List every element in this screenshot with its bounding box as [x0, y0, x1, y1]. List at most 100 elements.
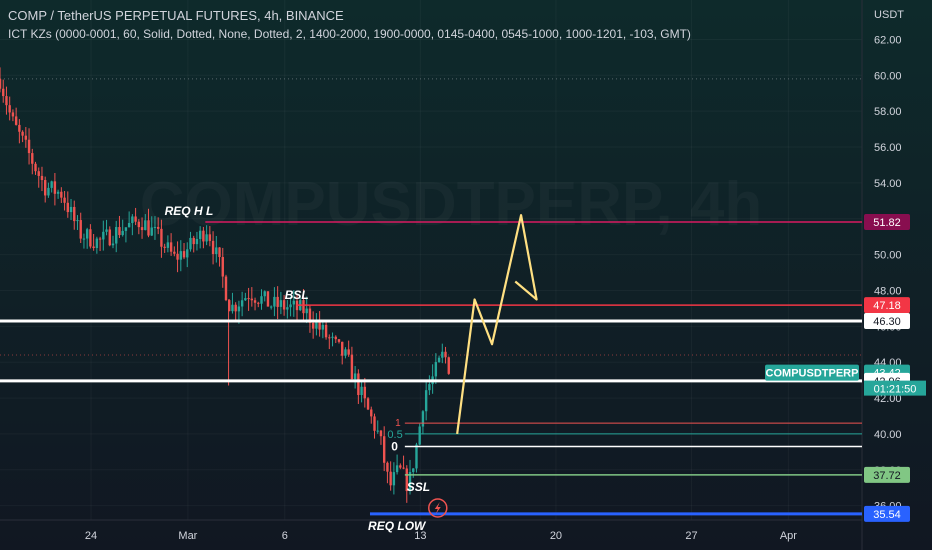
y-tick-label: 50.00	[874, 250, 902, 262]
candle-body	[250, 298, 254, 301]
candle-body	[324, 324, 328, 338]
candle-body	[31, 153, 34, 164]
price-tag-label: 51.82	[873, 217, 901, 229]
candle-body	[437, 357, 441, 363]
indicator-legend[interactable]: ICT KZs (0000-0001, 60, Solid, Dotted, N…	[8, 27, 691, 41]
candle-body	[444, 351, 447, 358]
candle-body	[37, 171, 40, 176]
candle-body	[124, 227, 128, 231]
candle-body	[5, 96, 8, 106]
chart-title: COMP / TetherUS PERPETUAL FUTURES, 4h, B…	[8, 8, 344, 23]
candle-body	[347, 349, 350, 355]
bolt-icon	[428, 498, 448, 518]
candle-body	[286, 307, 289, 310]
candle-body	[408, 471, 412, 492]
label-fib-1: 1	[395, 418, 401, 429]
candle-body	[305, 308, 308, 314]
candle-body	[98, 238, 102, 240]
candle-body	[47, 187, 50, 196]
candle-body	[14, 116, 18, 125]
candle-body	[92, 246, 95, 249]
candle-body	[115, 227, 118, 244]
candle-body	[350, 354, 354, 380]
candle-body	[308, 308, 312, 323]
candle-body	[415, 444, 418, 469]
price-tag-label: 37.72	[873, 470, 901, 482]
candle-body	[292, 300, 295, 305]
candle-body	[189, 237, 192, 250]
candle-body	[279, 300, 283, 307]
candle-body	[198, 230, 202, 239]
candle-body	[318, 321, 321, 330]
candle-body	[315, 321, 318, 329]
candle-body	[402, 467, 405, 469]
price-tag	[864, 312, 910, 329]
bolt-icon-glyph	[434, 502, 441, 514]
candle-body	[2, 88, 5, 97]
candle-body	[247, 298, 250, 300]
candle-body	[195, 238, 199, 245]
candle-body	[105, 229, 108, 232]
candle-body	[169, 242, 173, 252]
candle-body	[137, 221, 141, 228]
candle-body	[376, 430, 379, 432]
candle-body	[150, 227, 153, 236]
candle-body	[273, 296, 276, 307]
candle-body	[386, 462, 389, 472]
candle-body	[11, 112, 15, 117]
candle-body	[260, 296, 263, 304]
candle-body	[108, 229, 111, 246]
candle-body	[27, 139, 31, 154]
candle-body	[40, 175, 44, 181]
candle-body	[337, 339, 341, 342]
candle-body	[434, 362, 438, 377]
candle-body	[208, 234, 212, 241]
candle-body	[8, 105, 11, 113]
candle-body	[321, 324, 325, 330]
candle-body	[360, 386, 363, 396]
candle-body	[140, 227, 144, 231]
candle-body	[373, 416, 376, 431]
candle-body	[269, 306, 273, 308]
candle-body	[389, 471, 392, 486]
candle-body	[282, 300, 286, 310]
candle-body	[24, 135, 28, 140]
candle-body	[211, 240, 215, 255]
x-tick-label: 6	[282, 530, 288, 542]
candle-body	[182, 251, 186, 258]
candle-body	[60, 191, 63, 198]
currency-label[interactable]: USDT	[874, 9, 904, 21]
price-tag	[864, 213, 910, 230]
candle-body	[186, 249, 189, 258]
candle-body	[21, 131, 24, 136]
y-tick-label: 54.00	[874, 178, 902, 190]
x-tick-label: 20	[550, 530, 562, 542]
candle-body	[289, 304, 292, 308]
candle-body	[366, 398, 370, 410]
candle-body	[63, 197, 66, 203]
candle-body	[43, 180, 47, 196]
price-tag	[864, 297, 910, 314]
candle-body	[85, 229, 89, 239]
candle-body	[111, 243, 115, 246]
candle-body	[179, 251, 182, 260]
candle-body	[357, 373, 360, 396]
candle-body	[131, 216, 134, 224]
candle-body	[266, 291, 270, 307]
candle-body	[66, 202, 69, 213]
projection-path	[456, 214, 538, 435]
price-tag-label: 35.54	[873, 509, 901, 521]
x-tick-label: 24	[85, 530, 97, 542]
candle-body	[353, 373, 357, 380]
candle-body	[79, 220, 82, 239]
candle-body	[331, 336, 334, 338]
y-tick-label: 62.00	[874, 34, 902, 46]
x-tick-label: 13	[414, 530, 426, 542]
y-tick-label: 60.00	[874, 70, 902, 82]
candle-body	[82, 238, 86, 240]
candle-body	[69, 206, 73, 213]
candle-body	[263, 291, 266, 297]
candle-body	[176, 253, 179, 260]
candle-body	[166, 242, 170, 248]
